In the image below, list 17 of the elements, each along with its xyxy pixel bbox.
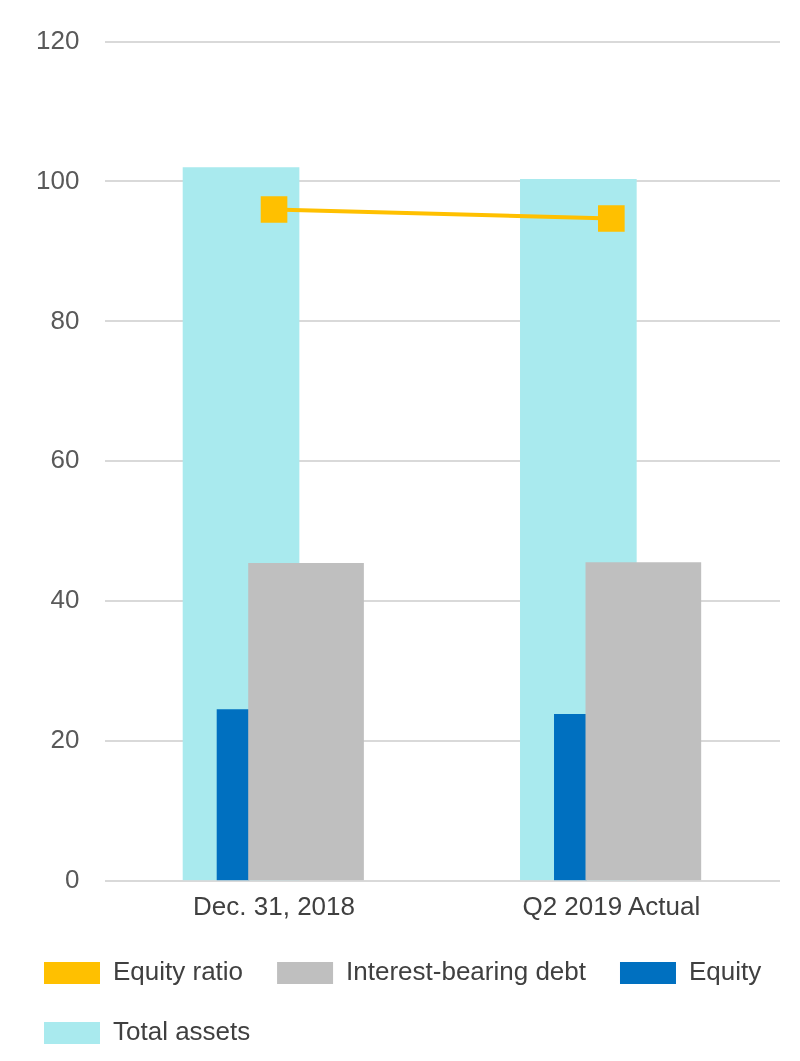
y-tick-label: 40 xyxy=(50,584,80,615)
legend-label: Equity xyxy=(688,956,762,987)
y-tick-label: 120 xyxy=(35,24,80,55)
y-tick-label: 60 xyxy=(50,444,80,475)
y-tick-label: 20 xyxy=(50,724,80,755)
legend-label: Interest-bearing debt xyxy=(346,956,587,987)
x-tick-label: Dec. 31, 2018 xyxy=(193,890,355,921)
x-tick-label: Q2 2019 Actual xyxy=(522,890,701,921)
y-tick-label: 100 xyxy=(35,164,80,195)
legend-label: Total assets xyxy=(113,1016,251,1047)
legend-label: Equity ratio xyxy=(113,956,244,987)
y-tick-label: 80 xyxy=(50,304,80,335)
bar xyxy=(585,562,702,881)
bar xyxy=(554,714,587,881)
y-tick-label: 0 xyxy=(64,863,80,894)
bar xyxy=(248,562,364,881)
bar xyxy=(216,709,250,881)
